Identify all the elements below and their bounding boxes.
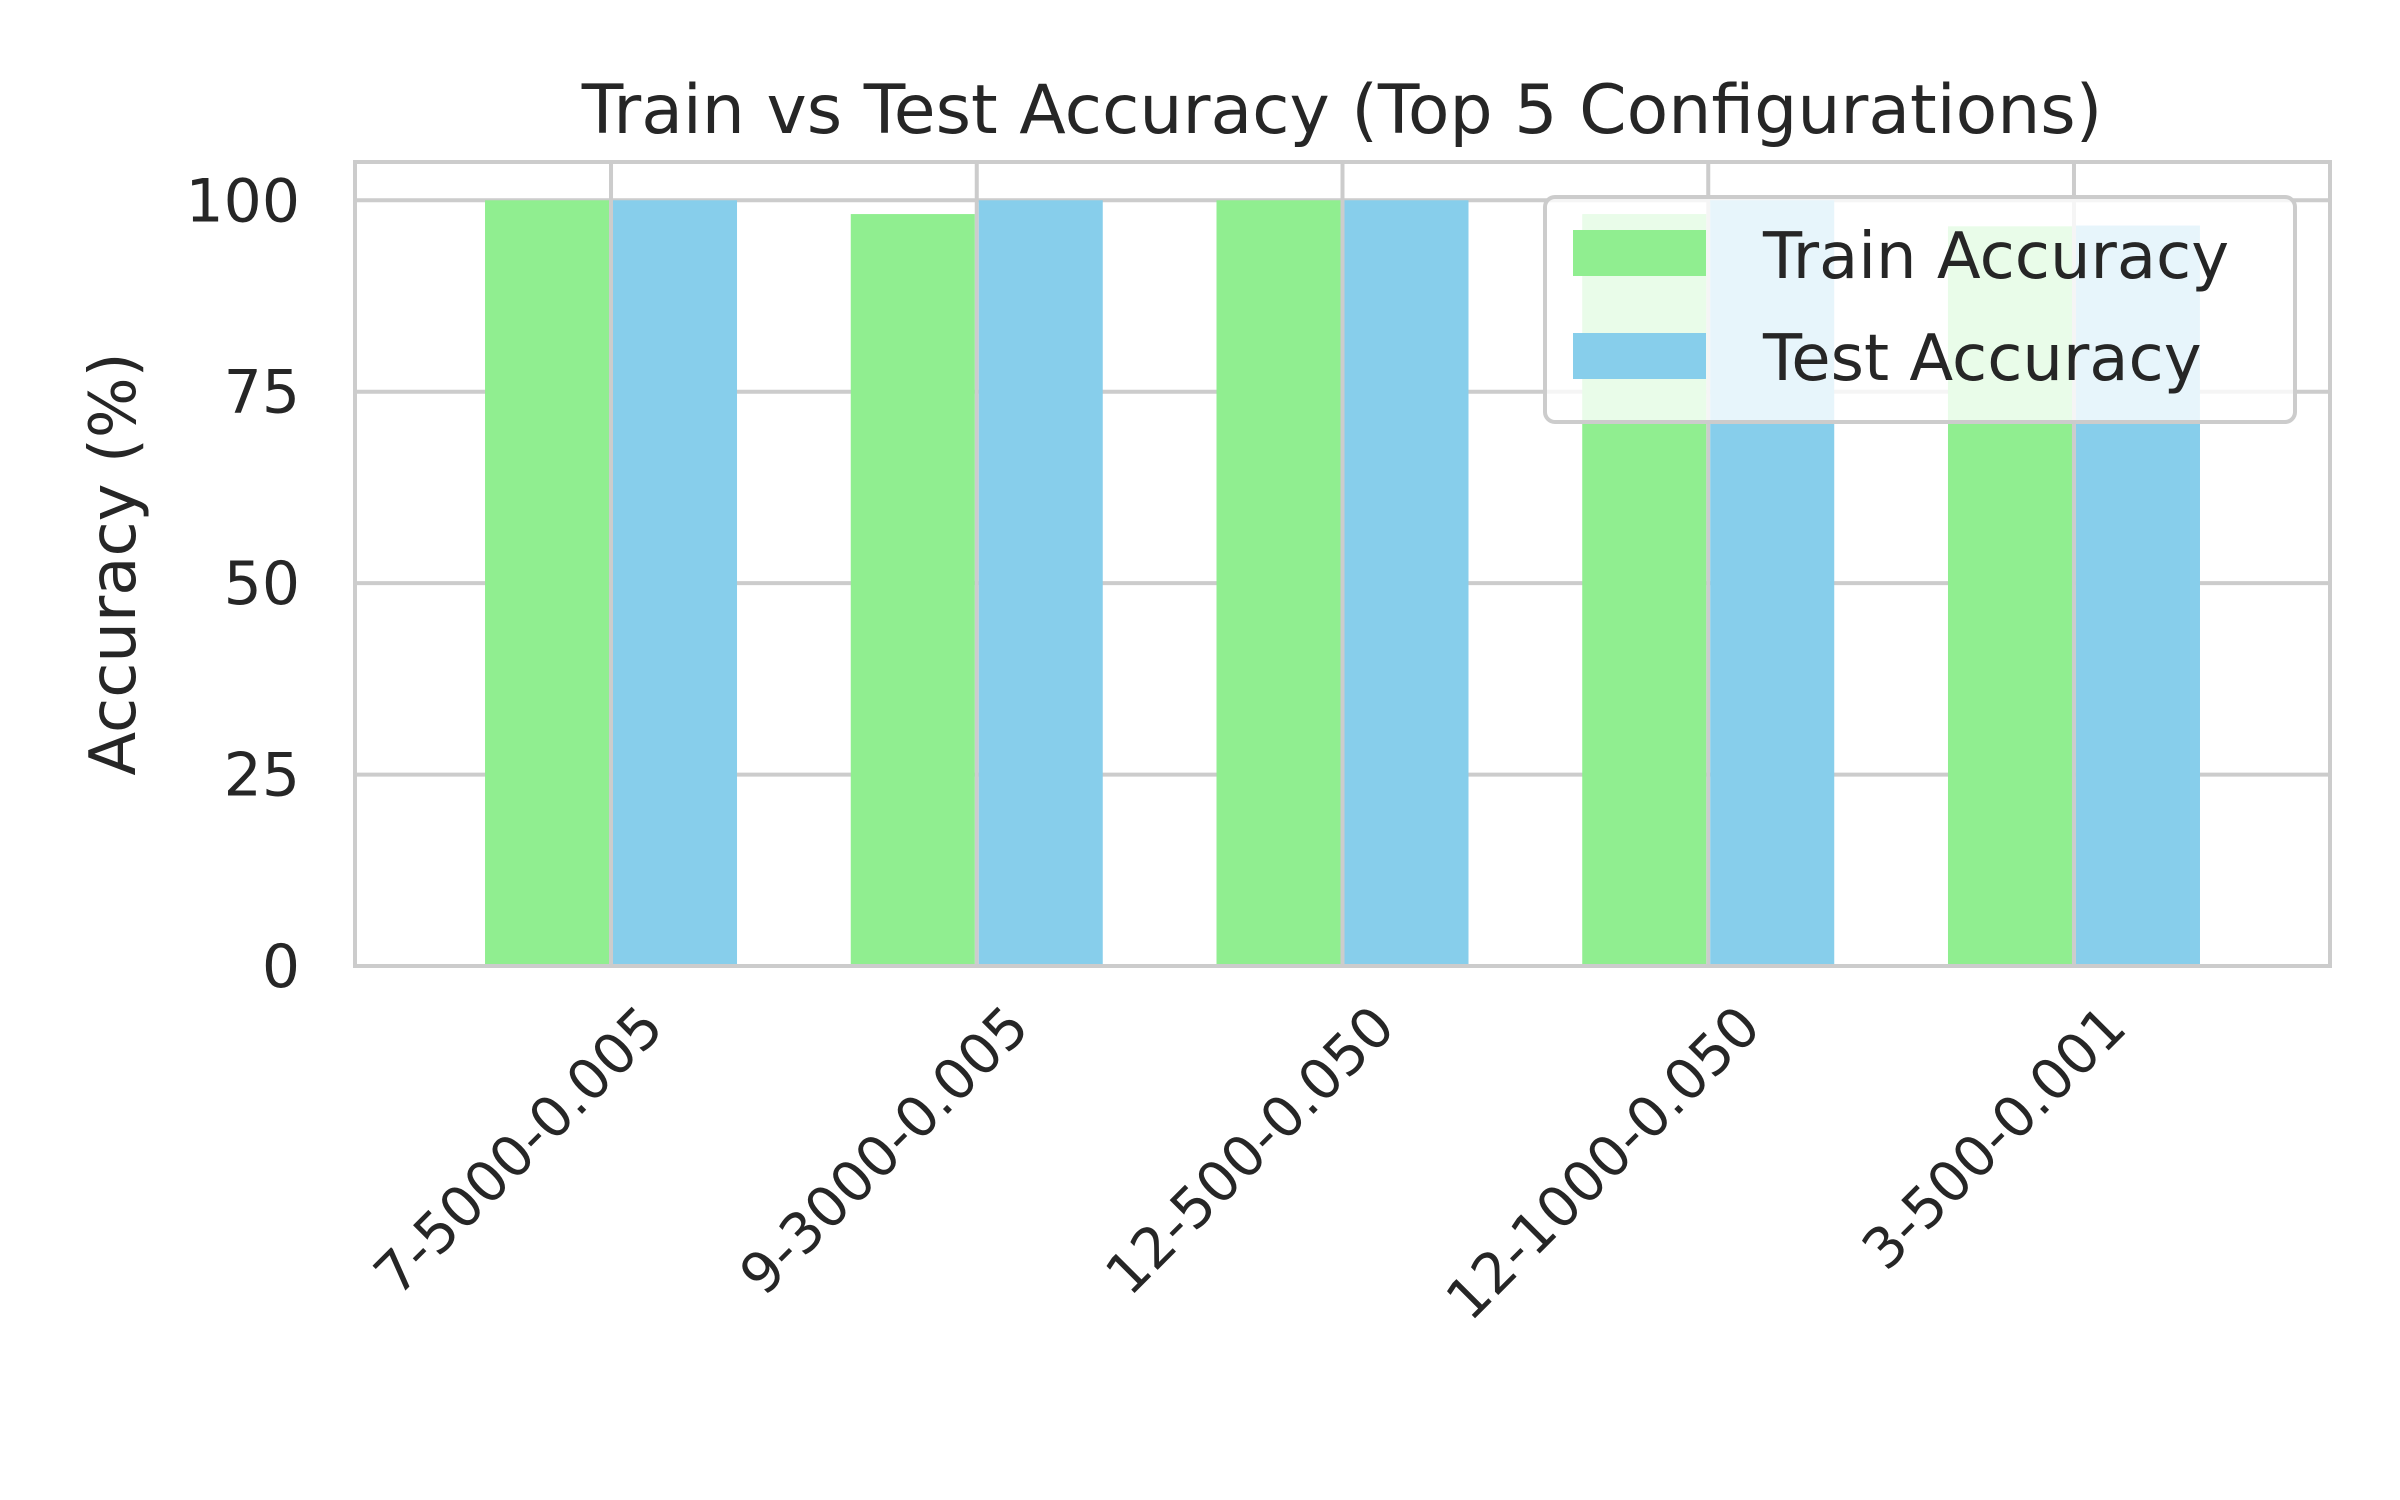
- y-tick-label: 100: [185, 166, 300, 236]
- y-tick-label: 50: [224, 549, 300, 619]
- legend-box: [1543, 195, 2297, 424]
- bars: [485, 200, 2200, 967]
- legend-swatch-test: [1573, 333, 1706, 379]
- bar-train-accuracy-12-500-0-050: [1216, 200, 1341, 967]
- x-tick-label: 12-500-0.050: [1094, 994, 1408, 1308]
- legend-label-test: Test Accuracy: [1762, 322, 2202, 396]
- y-tick-label: 75: [224, 358, 300, 428]
- x-tick-label: 7-5000-0.005: [362, 994, 676, 1308]
- chart-title: Train vs Test Accuracy (Top 5 Configurat…: [581, 71, 2103, 150]
- y-tick-label: 25: [224, 741, 300, 811]
- y-tick-label: 0: [262, 932, 300, 1002]
- bar-train-accuracy-7-5000-0-005: [485, 200, 610, 967]
- x-tick-labels: 7-5000-0.005 9-3000-0.005 12-500-0.050 12-1…: [362, 994, 2139, 1333]
- x-tick-label: 9-3000-0.005: [728, 994, 1042, 1308]
- x-tick-label: 12-1000-0.050: [1434, 994, 1773, 1333]
- legend-swatch-train: [1573, 230, 1706, 276]
- bar-train-accuracy-9-3000-0-005: [850, 214, 975, 966]
- plot-frame: [353, 160, 2332, 968]
- bar-test-accuracy-9-3000-0-005: [978, 200, 1103, 967]
- x-tick-label: 3-500-0.001: [1850, 994, 2139, 1283]
- legend-label-train: Train Accuracy: [1762, 220, 2229, 294]
- bar-test-accuracy-12-500-0-050: [1344, 200, 1469, 967]
- y-tick-labels: 0 25 50 75 100: [185, 166, 300, 1002]
- y-axis-label: Accuracy (%): [77, 352, 151, 775]
- bar-test-accuracy-7-5000-0-005: [613, 200, 738, 967]
- legend: Train Accuracy Test Accuracy: [1543, 195, 2297, 424]
